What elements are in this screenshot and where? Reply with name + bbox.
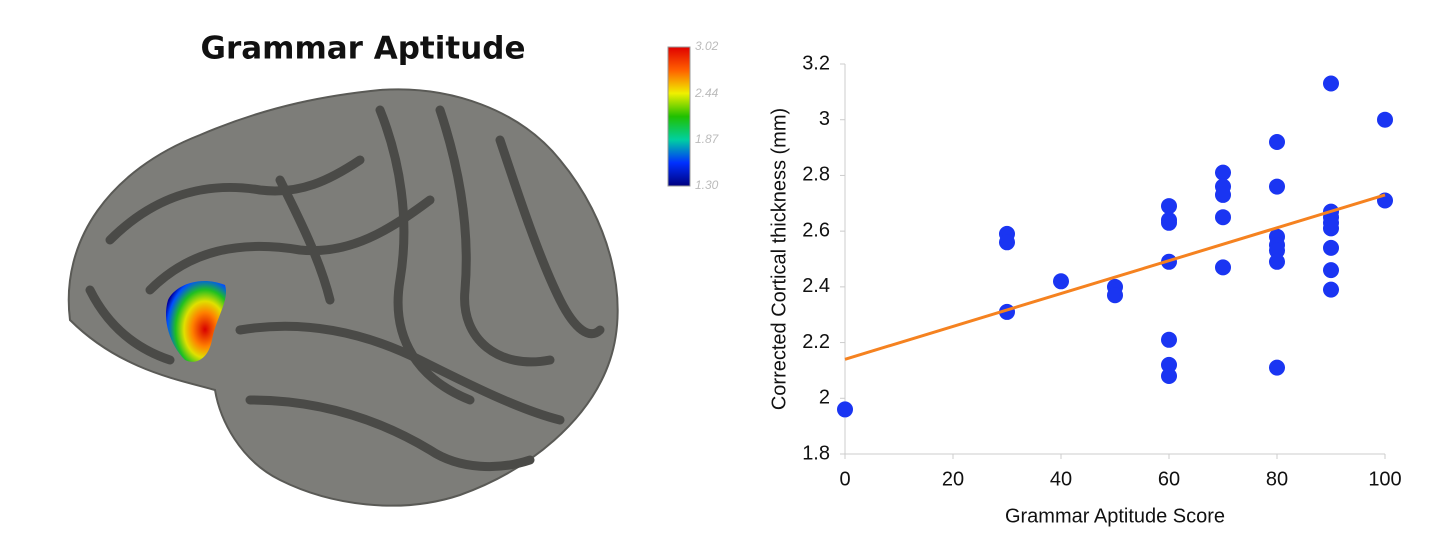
x-tick-label: 60 <box>1158 468 1180 490</box>
gyrus <box>145 195 435 295</box>
data-point <box>1323 262 1339 279</box>
data-point <box>1161 368 1177 384</box>
gyrus <box>105 155 365 245</box>
x-tick-label: 100 <box>1368 468 1401 490</box>
data-point <box>1323 75 1339 92</box>
brain-image <box>67 88 619 507</box>
y-tick-label: 2.6 <box>802 219 830 241</box>
data-point <box>1323 281 1339 298</box>
data-point <box>1269 178 1285 195</box>
data-point <box>1323 220 1339 237</box>
data-point <box>1053 273 1069 290</box>
trend-line <box>844 193 1386 361</box>
data-point <box>1215 259 1231 276</box>
data-point <box>1269 359 1285 376</box>
gyrus <box>85 285 175 365</box>
y-tick-label: 3 <box>819 108 830 130</box>
x-tick-label: 40 <box>1050 468 1072 490</box>
gyrus <box>245 395 535 471</box>
colorbar-tick-label: 3.02 <box>695 39 719 53</box>
data-point <box>999 234 1015 251</box>
panel-title: Grammar Aptitude <box>201 31 526 67</box>
y-tick-label: 2.8 <box>802 164 830 186</box>
y-tick-label: 2 <box>819 387 830 409</box>
y-tick-label: 1.8 <box>802 442 830 464</box>
x-tick-label: 20 <box>942 468 964 490</box>
colorbar-tick-label: 1.87 <box>695 132 720 146</box>
data-point <box>1269 134 1285 150</box>
y-axis-label: Corrected Cortical thickness (mm) <box>768 108 790 410</box>
cortex <box>67 88 619 507</box>
data-point <box>1269 253 1285 270</box>
x-tick-label: 80 <box>1266 468 1288 490</box>
y-tick-label: 2.4 <box>802 275 830 297</box>
data-point <box>1161 198 1177 215</box>
colorbar-tick-label: 1.30 <box>695 178 719 192</box>
data-point <box>1377 192 1393 209</box>
gyrus <box>235 321 565 425</box>
data-point <box>1161 214 1177 231</box>
data-point <box>1215 164 1231 181</box>
data-point <box>1323 239 1339 256</box>
x-axis-label: Grammar Aptitude Score <box>1005 505 1225 527</box>
data-point <box>1269 242 1285 259</box>
gyrus <box>375 105 475 405</box>
data-point <box>837 401 853 418</box>
x-tick-label: 0 <box>839 468 850 490</box>
gyrus <box>495 135 605 339</box>
activation-blob <box>165 280 227 362</box>
data-point <box>1377 111 1393 128</box>
gyrus <box>435 105 555 367</box>
data-point <box>1161 331 1177 348</box>
data-point <box>1215 209 1231 226</box>
y-tick-label: 3.2 <box>802 52 830 74</box>
data-point <box>1215 186 1231 203</box>
colorbar <box>667 46 691 187</box>
colorbar-tick-label: 2.44 <box>694 86 719 100</box>
y-tick-label: 2.2 <box>802 331 830 353</box>
gyrus <box>275 175 335 305</box>
data-point <box>1107 287 1123 304</box>
data-point <box>1161 356 1177 373</box>
